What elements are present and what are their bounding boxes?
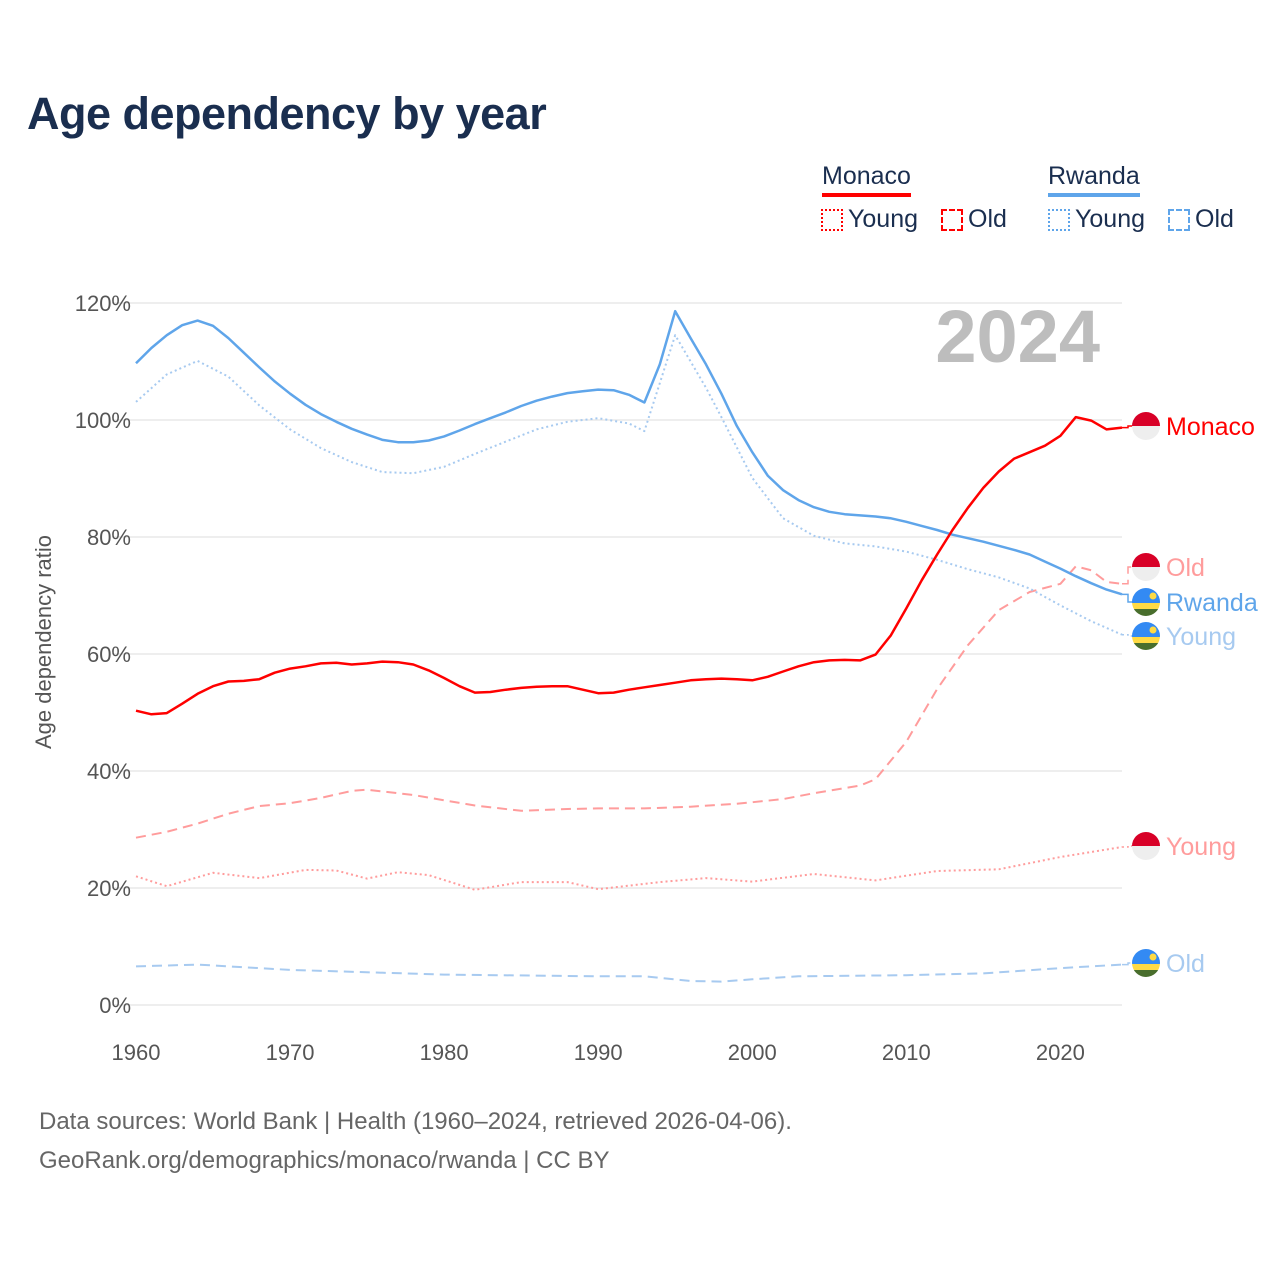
flag-body [1132, 588, 1160, 616]
x-tick-label: 2000 [728, 1040, 777, 1065]
x-tick-label: 1980 [420, 1040, 469, 1065]
y-axis-label: Age dependency ratio [31, 535, 56, 749]
chart-title: Age dependency by year [27, 88, 547, 139]
y-tick-label: 20% [87, 876, 131, 901]
flag-red-band [1132, 412, 1160, 426]
flag-white-band [1132, 846, 1160, 860]
legend-monaco[interactable]: Monaco [822, 162, 911, 197]
sun-icon [1149, 953, 1157, 961]
end-label: Young [1166, 623, 1236, 651]
y-tick-label: 40% [87, 759, 131, 784]
flag-green-band [1132, 970, 1160, 977]
y-tick-label: 80% [87, 525, 131, 550]
y-tick-label: 120% [75, 291, 131, 316]
end-label: Rwanda [1166, 589, 1258, 617]
series-line-monaco-young[interactable] [135, 846, 1123, 891]
legend-rwanda-old[interactable]: Old [1168, 205, 1234, 234]
series-line-monaco-old[interactable] [135, 565, 1123, 839]
series-line-rwanda[interactable] [135, 309, 1123, 596]
dashed-swatch-icon [1168, 208, 1190, 231]
legend-rwanda[interactable]: Rwanda [1048, 162, 1140, 197]
source-link[interactable]: GeoRank.org/demographics/monaco/rwanda |… [39, 1147, 610, 1174]
flag-green-band [1132, 609, 1160, 616]
dashed-swatch-icon [941, 208, 963, 231]
dotted-swatch-icon [821, 208, 843, 231]
monaco-flag-icon [1132, 412, 1160, 440]
x-tick-label: 1960 [112, 1040, 161, 1065]
monaco-flag-icon [1132, 553, 1160, 581]
rwanda-flag-icon [1132, 588, 1160, 616]
sun-icon [1149, 592, 1157, 600]
rwanda-flag-icon [1132, 622, 1160, 650]
flag-body [1132, 412, 1160, 440]
x-tick-label: 1970 [266, 1040, 315, 1065]
end-label: Monaco [1166, 413, 1255, 441]
end-label-connector [1122, 593, 1134, 603]
legend-rwanda-young[interactable]: Young [1048, 205, 1145, 234]
end-label: Old [1166, 950, 1205, 978]
series-line-monaco[interactable] [135, 415, 1123, 716]
end-label-connector [1122, 845, 1134, 848]
legend-label: Old [1195, 205, 1234, 233]
flag-white-band [1132, 567, 1160, 581]
y-tick-label: 0% [99, 993, 131, 1018]
x-tick-label: 1990 [574, 1040, 623, 1065]
y-tick-label: 60% [87, 642, 131, 667]
flag-green-band [1132, 643, 1160, 650]
sun-icon [1149, 626, 1157, 634]
flag-yellow-band [1132, 964, 1160, 970]
flag-red-band [1132, 553, 1160, 567]
end-label: Old [1166, 554, 1205, 582]
end-label-connector [1122, 425, 1134, 429]
flag-yellow-band [1132, 637, 1160, 643]
series-line-rwanda-old[interactable] [135, 963, 1123, 983]
end-label-connector [1122, 633, 1134, 637]
rwanda-flag-icon [1132, 949, 1160, 977]
flag-yellow-band [1132, 603, 1160, 609]
legend-label: Young [848, 205, 918, 233]
flag-body [1132, 949, 1160, 977]
y-tick-label: 100% [75, 408, 131, 433]
legend-monaco-young[interactable]: Young [821, 205, 918, 234]
end-label: Young [1166, 833, 1236, 861]
flag-white-band [1132, 426, 1160, 440]
dotted-swatch-icon [1048, 208, 1070, 231]
legend-label: Young [1075, 205, 1145, 233]
end-label-connector [1122, 962, 1134, 966]
x-tick-label: 2020 [1036, 1040, 1085, 1065]
series-line-rwanda-young[interactable] [135, 334, 1123, 636]
flag-body [1132, 622, 1160, 650]
legend-label: Old [968, 205, 1007, 233]
flag-body [1132, 553, 1160, 581]
x-tick-label: 2010 [882, 1040, 931, 1065]
source-text: Data sources: World Bank | Health (1960–… [39, 1108, 792, 1135]
flag-body [1132, 832, 1160, 860]
year-watermark: 2024 [935, 295, 1100, 378]
legend-monaco-old[interactable]: Old [941, 205, 1007, 234]
end-label-connector [1122, 566, 1134, 585]
flag-red-band [1132, 832, 1160, 846]
monaco-flag-icon [1132, 832, 1160, 860]
